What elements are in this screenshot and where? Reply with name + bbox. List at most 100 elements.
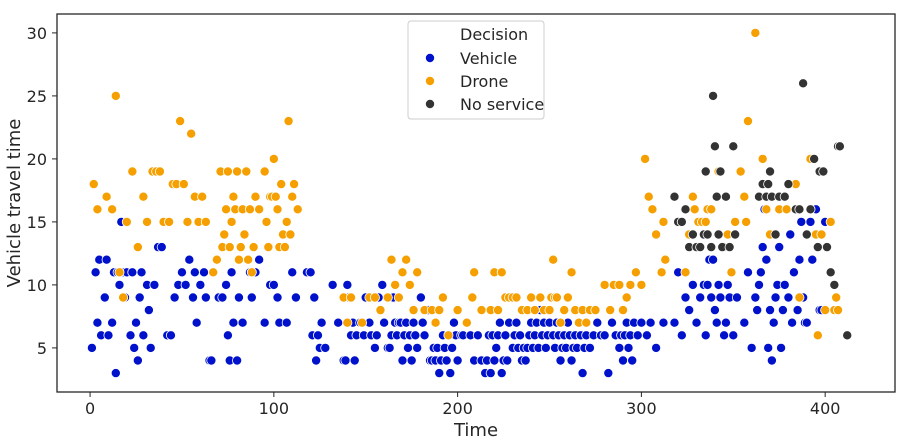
- drone-point: [434, 305, 445, 316]
- drone-point: [726, 267, 737, 278]
- vehicle-point: [312, 330, 323, 341]
- vehicle-point: [419, 330, 430, 341]
- no-service-point: [779, 191, 790, 202]
- vehicle-point: [226, 267, 237, 278]
- drone-point: [219, 229, 230, 240]
- drone-point: [244, 204, 255, 215]
- drone-point: [248, 242, 259, 253]
- x-tick-label: 400: [810, 399, 841, 418]
- vehicle-point: [101, 254, 112, 265]
- vehicle-point: [434, 368, 445, 379]
- drone-point: [92, 204, 103, 215]
- no-service-point: [687, 229, 698, 240]
- x-axis-label: Time: [453, 420, 498, 441]
- no-service-point: [720, 191, 731, 202]
- vehicle-point: [719, 330, 730, 341]
- drone-point: [164, 216, 175, 227]
- vehicle-point: [763, 342, 774, 353]
- no-service-point: [770, 229, 781, 240]
- vehicle-point: [502, 355, 513, 366]
- vehicle-point: [403, 342, 414, 353]
- vehicle-point: [627, 355, 638, 366]
- vehicle-point: [684, 305, 695, 316]
- vehicle-point: [651, 342, 662, 353]
- drone-point: [107, 204, 118, 215]
- drone-point: [706, 204, 717, 215]
- drone-point: [375, 305, 386, 316]
- vehicle-point: [731, 292, 742, 303]
- vehicle-point: [491, 342, 502, 353]
- drone-point: [689, 204, 700, 215]
- drone-point: [346, 292, 357, 303]
- vehicle-point: [494, 317, 505, 328]
- drone-point: [833, 305, 844, 316]
- vehicle-point: [342, 279, 353, 290]
- vehicle-point: [99, 292, 110, 303]
- no-service-point: [825, 267, 836, 278]
- vehicle-point: [496, 368, 507, 379]
- drone-point: [246, 267, 257, 278]
- drone-point: [289, 179, 300, 190]
- drone-point: [114, 267, 125, 278]
- drone-point: [658, 216, 669, 227]
- drone-point: [272, 204, 283, 215]
- vehicle-point: [632, 330, 643, 341]
- x-tick-label: 0: [85, 399, 95, 418]
- drone-point: [825, 216, 836, 227]
- drone-point: [555, 317, 566, 328]
- vehicle-point: [136, 267, 147, 278]
- y-tick-label: 20: [27, 150, 47, 169]
- vehicle-point: [127, 267, 138, 278]
- vehicle-point: [777, 305, 788, 316]
- drone-point: [235, 242, 246, 253]
- vehicle-point: [706, 292, 717, 303]
- vehicle-point: [711, 317, 722, 328]
- no-service-point: [812, 242, 823, 253]
- vehicle-point: [452, 355, 463, 366]
- drone-point: [276, 179, 287, 190]
- vehicle-point: [228, 317, 239, 328]
- vehicle-point: [742, 267, 753, 278]
- vehicle-point: [103, 330, 114, 341]
- no-service-point: [695, 242, 706, 253]
- drone-point: [404, 279, 415, 290]
- vehicle-point: [645, 317, 656, 328]
- vehicle-point: [728, 330, 739, 341]
- drone-point: [178, 179, 189, 190]
- no-service-point: [842, 330, 853, 341]
- vehicle-point: [189, 267, 200, 278]
- vehicle-point: [200, 292, 211, 303]
- drone-point: [386, 254, 397, 265]
- drone-point: [283, 116, 294, 127]
- drone-point: [228, 191, 239, 202]
- vehicle-point: [757, 242, 768, 253]
- y-tick-label: 30: [27, 24, 47, 43]
- vehicle-point: [765, 305, 776, 316]
- drone-point: [232, 166, 243, 177]
- drone-point: [233, 254, 244, 265]
- vehicle-point: [768, 317, 779, 328]
- vehicle-point: [489, 355, 500, 366]
- vehicle-point: [90, 267, 101, 278]
- drone-point: [121, 216, 132, 227]
- no-service-point: [702, 229, 713, 240]
- drone-point: [647, 204, 658, 215]
- drone-point: [243, 254, 254, 265]
- vehicle-point: [448, 317, 459, 328]
- drone-point: [208, 267, 219, 278]
- drone-point: [621, 292, 632, 303]
- vehicle-point: [709, 305, 720, 316]
- vehicle-point: [641, 330, 652, 341]
- drone-point: [138, 191, 149, 202]
- vehicle-point: [184, 254, 195, 265]
- vehicle-point: [377, 279, 388, 290]
- vehicle-point: [566, 355, 577, 366]
- vehicle-point: [138, 330, 149, 341]
- legend-marker-vehicle: [424, 53, 435, 64]
- drone-point: [197, 191, 208, 202]
- drone-point: [820, 305, 831, 316]
- vehicle-point: [445, 368, 456, 379]
- drone-point: [222, 166, 233, 177]
- vehicle-point: [412, 342, 423, 353]
- vehicle-point: [805, 216, 816, 227]
